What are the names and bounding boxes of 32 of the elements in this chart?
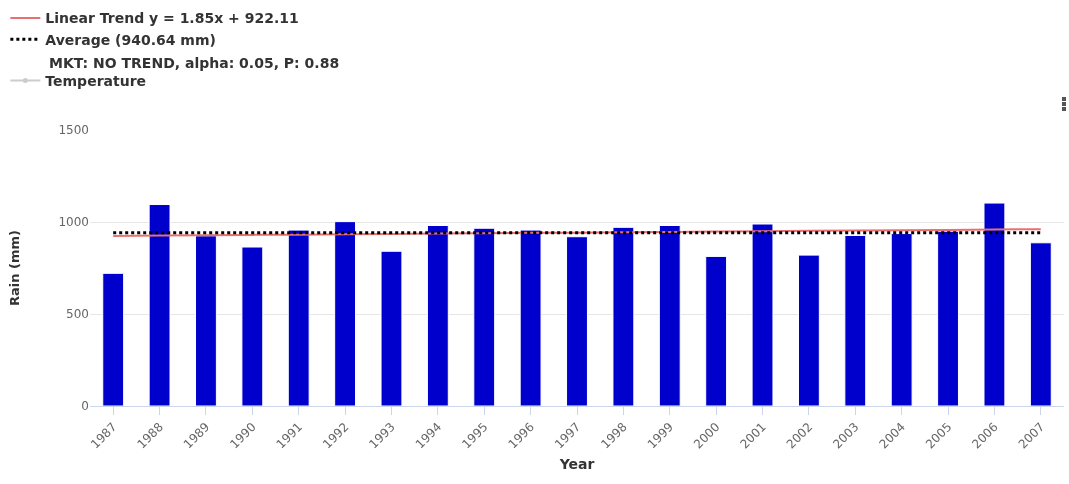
y-tick-label: 1000 — [58, 215, 89, 230]
x-axis-title: Year — [558, 455, 595, 472]
bar — [566, 236, 588, 406]
bar — [473, 227, 496, 406]
bar — [519, 229, 542, 406]
bar — [937, 230, 959, 406]
legend-label: Average (940.64 mm) — [45, 31, 216, 48]
legend-label: Linear Trend y = 1.85x + 922.11 — [45, 10, 299, 27]
bar — [658, 225, 681, 406]
line-series — [112, 228, 1042, 237]
y-axis-title: Rain (mm) — [7, 230, 22, 306]
bar — [426, 225, 449, 406]
bar — [102, 272, 125, 406]
text: MKT: NO TREND, alpha: 0.05, P: 0.88 — [49, 55, 340, 71]
y-tick-label: 1500 — [58, 123, 89, 138]
bar — [890, 233, 913, 406]
bar — [705, 255, 728, 406]
bar — [148, 204, 171, 406]
y-tick-label: 500 — [66, 307, 89, 322]
bar — [751, 223, 774, 406]
bar — [1029, 242, 1052, 406]
bar — [195, 235, 217, 406]
bar — [612, 226, 635, 406]
bar — [844, 234, 867, 406]
legend-label: Temperature — [45, 72, 147, 89]
y-tick-label: 0 — [81, 399, 89, 414]
bar — [334, 221, 357, 406]
bar — [287, 229, 310, 406]
bar — [983, 202, 1006, 406]
bar — [380, 250, 403, 406]
bar — [241, 246, 264, 406]
bar — [797, 254, 820, 406]
